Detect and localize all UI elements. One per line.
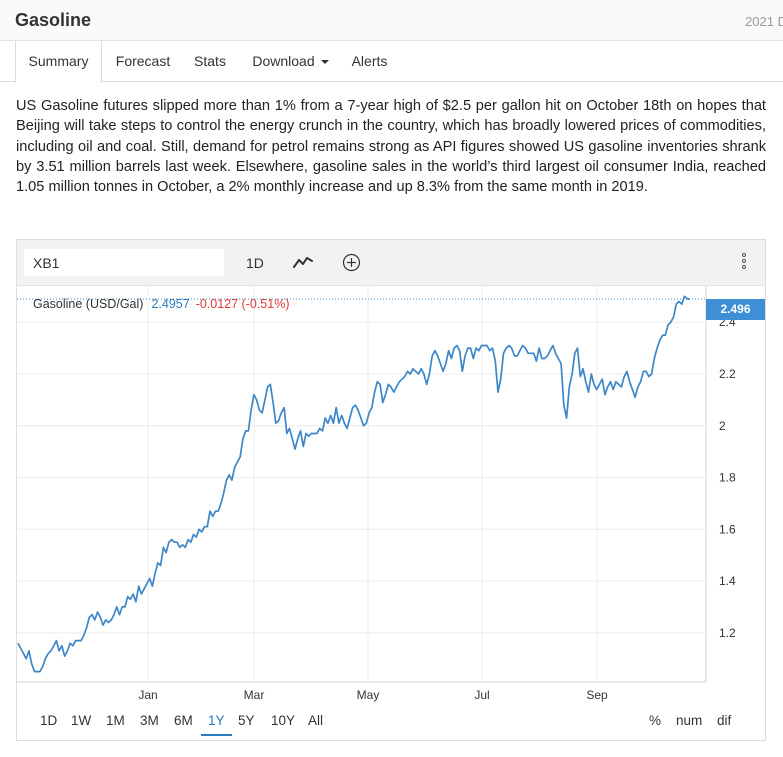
series-price: 2.4957 — [151, 297, 190, 311]
y-tick-label: 1.4 — [719, 574, 736, 588]
y-tick-label: 2.2 — [719, 367, 736, 381]
range-1m[interactable]: 1M — [106, 713, 125, 728]
chevron-down-icon — [320, 60, 329, 65]
y-tick-label: 1.6 — [719, 522, 736, 536]
x-tick-label: Jul — [474, 688, 489, 702]
x-tick-label: May — [357, 688, 380, 702]
series-change: -0.0127 (-0.51%) — [195, 297, 290, 311]
last-update-date: 2021 D — [745, 14, 783, 29]
x-tick-label: Jan — [138, 688, 157, 702]
tab-forecast[interactable]: Forecast — [108, 41, 178, 82]
line-chart-icon[interactable] — [293, 255, 313, 269]
plus-circle-icon[interactable] — [342, 253, 361, 272]
vertical-ellipsis-icon[interactable] — [741, 252, 747, 274]
page-header: Gasoline 2021 D — [0, 0, 783, 41]
tab-stats[interactable]: Stats — [184, 41, 236, 82]
tab-summary[interactable]: Summary — [15, 41, 102, 83]
tab-alerts[interactable]: Alerts — [342, 41, 397, 82]
range-5y[interactable]: 5Y — [238, 713, 255, 728]
range-selector: 1D 1W 1M 3M 6M 1Y 5Y 10Y All % num dif — [17, 706, 765, 740]
option-dif[interactable]: dif — [717, 713, 732, 728]
y-tick-label: 2 — [719, 419, 726, 433]
option-num[interactable]: num — [676, 713, 703, 728]
tab-download[interactable]: Download — [242, 41, 339, 82]
tab-alerts-label: Alerts — [351, 53, 388, 69]
interval-selector[interactable]: 1D — [246, 255, 264, 271]
tab-summary-label: Summary — [28, 53, 89, 69]
current-price-tag: 2.496 — [706, 299, 765, 320]
symbol-input[interactable] — [24, 249, 224, 276]
tab-bar: Summary Forecast Stats Download Alerts — [0, 41, 783, 83]
range-1w[interactable]: 1W — [71, 713, 92, 728]
range-1d[interactable]: 1D — [40, 713, 58, 728]
market-description: US Gasoline futures slipped more than 1%… — [16, 98, 766, 196]
range-all[interactable]: All — [308, 713, 324, 728]
range-6m[interactable]: 6M — [174, 713, 193, 728]
range-3m[interactable]: 3M — [140, 713, 159, 728]
tab-download-label: Download — [252, 53, 315, 69]
range-1y[interactable]: 1Y — [201, 713, 232, 736]
series-line — [17, 295, 690, 673]
chart-legend: Gasoline (USD/Gal) 2.4957 -0.0127 (-0.51%) — [33, 297, 290, 311]
tab-forecast-label: Forecast — [115, 53, 171, 69]
range-10y[interactable]: 10Y — [271, 713, 296, 728]
y-tick-label: 1.2 — [719, 626, 736, 640]
y-tick-label: 1.8 — [719, 471, 736, 485]
chart-toolbar: 1D — [17, 240, 765, 286]
option-percent[interactable]: % — [649, 713, 662, 728]
series-name: Gasoline (USD/Gal) — [33, 297, 144, 311]
tab-stats-label: Stats — [194, 53, 226, 69]
x-tick-label: Mar — [244, 688, 265, 702]
page-title: Gasoline — [15, 10, 92, 30]
x-tick-label: Sep — [586, 688, 608, 702]
